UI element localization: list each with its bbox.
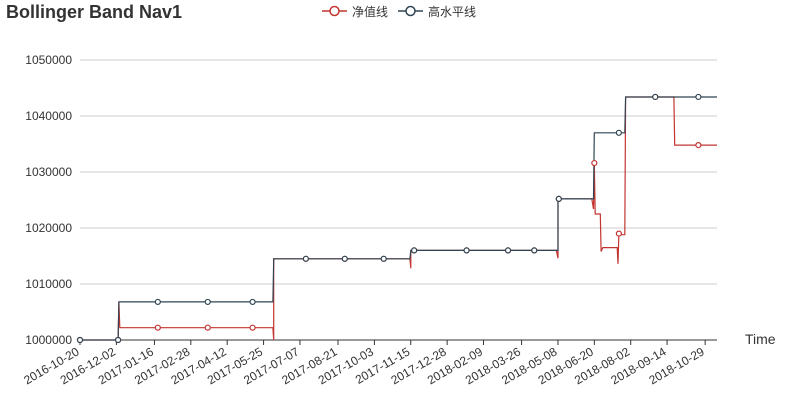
- series-marker-1: [555, 195, 562, 202]
- y-tick-label: 1050000: [25, 53, 72, 67]
- series-marker-1: [615, 129, 622, 136]
- series-marker-1: [380, 255, 387, 262]
- series-marker-0: [591, 159, 598, 167]
- series-marker-1: [76, 336, 84, 344]
- series-marker-1: [302, 255, 309, 262]
- x-axis-label: Time: [745, 331, 776, 347]
- legend-line-circle-icon: [398, 5, 424, 17]
- series-marker-0: [154, 324, 161, 331]
- series-marker-1: [411, 247, 418, 254]
- legend-item-0[interactable]: 净值线: [322, 3, 388, 20]
- series-marker-1: [114, 336, 122, 344]
- legend-line-circle-icon: [322, 5, 347, 17]
- series-marker-1: [341, 255, 348, 262]
- legend-label-1: 高水平线: [428, 4, 477, 19]
- chart-title: Bollinger Band Nav1: [6, 2, 183, 22]
- series-marker-1: [695, 93, 702, 101]
- series-marker-0: [249, 324, 256, 331]
- legend-label-0: 净值线: [352, 4, 389, 19]
- legend-item-1[interactable]: 高水平线: [398, 3, 476, 20]
- series-marker-1: [463, 247, 470, 254]
- y-tick-label: 1010000: [25, 277, 72, 291]
- y-tick-label: 1040000: [25, 109, 72, 123]
- y-tick-label: 1020000: [25, 221, 72, 235]
- series-marker-1: [531, 247, 538, 254]
- y-tick-label: 1030000: [25, 165, 72, 179]
- series-marker-1: [204, 298, 211, 306]
- y-tick-label: 1000000: [25, 333, 72, 347]
- series-marker-1: [249, 298, 256, 306]
- legend: 净值线 高水平线: [322, 2, 486, 20]
- series-marker-0: [204, 324, 211, 331]
- series-marker-1: [652, 93, 659, 101]
- series-marker-0: [695, 142, 702, 149]
- series-marker-0: [615, 230, 622, 237]
- series-marker-1: [504, 247, 512, 254]
- series-marker-1: [154, 298, 161, 306]
